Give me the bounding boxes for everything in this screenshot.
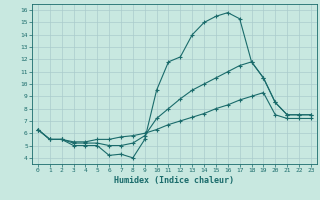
X-axis label: Humidex (Indice chaleur): Humidex (Indice chaleur) <box>115 176 234 185</box>
